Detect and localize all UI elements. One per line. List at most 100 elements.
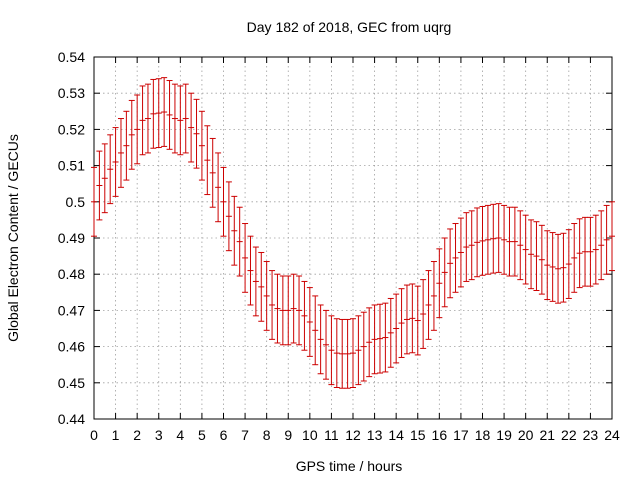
error-bar: [425, 270, 432, 340]
x-tick-label: 10: [302, 427, 318, 443]
error-bar: [457, 217, 464, 288]
error-bar: [128, 99, 135, 170]
y-tick-label: 0.53: [58, 85, 85, 101]
error-bar: [501, 204, 508, 275]
error-bar: [441, 237, 448, 308]
error-bar: [436, 248, 443, 319]
error-bar: [382, 302, 389, 373]
x-tick-label: 4: [176, 427, 184, 443]
error-bar: [242, 223, 249, 293]
x-tick-label: 17: [453, 427, 469, 443]
error-bar: [328, 315, 335, 386]
error-bar: [193, 98, 200, 169]
error-bar: [511, 206, 518, 277]
x-tick-label: 6: [220, 427, 228, 443]
x-tick-label: 9: [284, 427, 292, 443]
error-bar: [209, 137, 216, 208]
error-bar: [409, 283, 416, 354]
error-bar: [490, 203, 497, 274]
error-bar: [155, 78, 162, 148]
error-bar: [571, 223, 578, 293]
error-bar: [144, 83, 151, 154]
error-bar: [247, 235, 254, 306]
error-bar: [376, 303, 383, 374]
x-tick-label: 21: [539, 427, 555, 443]
error-bar: [339, 318, 346, 389]
x-tick-label: 11: [324, 427, 339, 443]
error-bar: [204, 125, 211, 196]
y-tick-label: 0.49: [58, 230, 85, 246]
error-bar: [182, 83, 189, 154]
error-bar: [96, 150, 103, 221]
error-bar: [468, 210, 475, 281]
error-bar: [587, 216, 594, 287]
error-bar: [198, 110, 205, 181]
error-bar: [188, 92, 195, 163]
error-bar: [350, 318, 356, 389]
error-bar: [549, 232, 556, 302]
error-bar: [177, 85, 184, 156]
gec-series: [91, 77, 615, 389]
error-bar: [495, 203, 502, 273]
error-bar: [474, 207, 481, 278]
error-bar: [231, 195, 238, 266]
error-bar: [420, 279, 427, 349]
error-bar: [317, 304, 324, 375]
error-bar: [528, 219, 535, 290]
error-bar: [576, 218, 583, 289]
error-bar: [123, 110, 130, 181]
y-tick-label: 0.46: [58, 339, 85, 355]
error-bar: [312, 295, 319, 366]
error-bar: [555, 233, 562, 304]
y-tick-label: 0.52: [58, 121, 85, 137]
x-tick-label: 13: [367, 427, 383, 443]
error-bar: [225, 181, 232, 252]
error-bar: [414, 285, 421, 356]
y-tick-label: 0.5: [66, 194, 86, 210]
y-tick-label: 0.44: [58, 411, 85, 427]
x-tick-label: 5: [198, 427, 206, 443]
error-bar: [609, 201, 615, 272]
error-bar: [323, 309, 330, 380]
x-tick-label: 14: [388, 427, 404, 443]
error-bar: [430, 261, 437, 331]
error-bar: [101, 143, 108, 214]
x-tick-label: 1: [112, 427, 120, 443]
error-bar: [112, 127, 119, 197]
y-tick-label: 0.45: [58, 375, 85, 391]
x-tick-label: 20: [518, 427, 534, 443]
error-bar: [565, 229, 572, 299]
y-tick-label: 0.47: [58, 302, 85, 318]
error-bar: [279, 275, 286, 346]
error-bar: [603, 204, 610, 275]
error-bar: [403, 284, 410, 355]
error-bar: [582, 216, 589, 287]
y-tick-label: 0.54: [58, 49, 85, 65]
x-tick-label: 15: [410, 427, 426, 443]
x-tick-label: 3: [155, 427, 163, 443]
x-tick-label: 2: [133, 427, 141, 443]
error-bar: [258, 251, 265, 322]
error-bar: [371, 304, 378, 375]
error-bar: [592, 214, 599, 285]
error-bar: [166, 80, 173, 150]
error-bar: [344, 318, 351, 389]
error-bar: [91, 166, 97, 237]
error-bar: [263, 261, 270, 331]
error-bar: [598, 210, 605, 281]
x-tick-label: 19: [496, 427, 512, 443]
error-bar: [306, 287, 313, 357]
x-tick-label: 18: [475, 427, 491, 443]
x-tick-label: 23: [583, 427, 599, 443]
error-bar: [484, 204, 491, 275]
error-bar: [393, 293, 400, 364]
error-bar: [236, 206, 243, 277]
error-bar: [171, 83, 178, 154]
x-tick-label: 0: [90, 427, 98, 443]
error-bar: [269, 270, 276, 340]
error-bar: [252, 246, 259, 317]
error-bar: [560, 232, 567, 303]
x-axis-label: GPS time / hours: [296, 458, 403, 474]
x-tick-label: 8: [263, 427, 271, 443]
